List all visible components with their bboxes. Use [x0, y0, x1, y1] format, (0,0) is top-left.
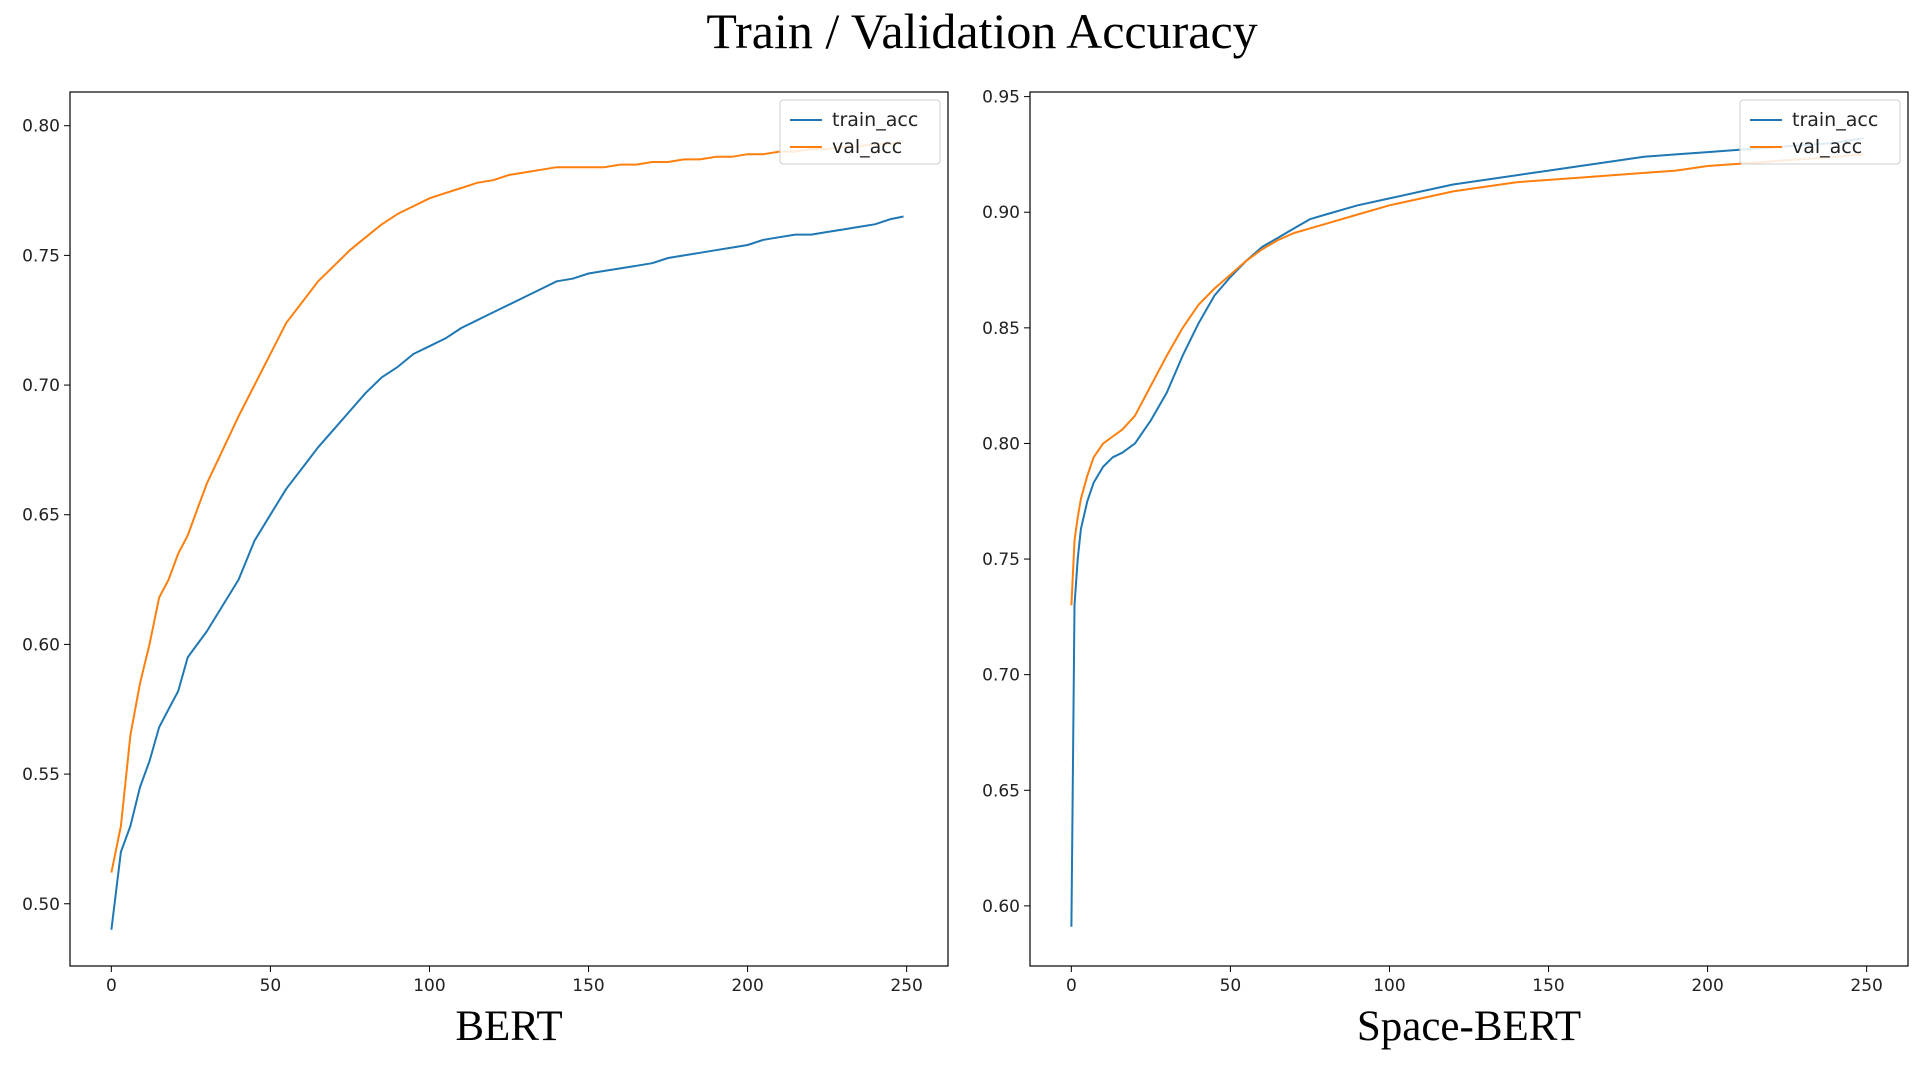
x-tick-label: 150 — [572, 976, 604, 996]
legend-label: val_acc — [1792, 136, 1862, 158]
legend-label: val_acc — [832, 136, 902, 158]
y-tick-label: 0.95 — [982, 88, 1020, 108]
series-line-train-acc — [110, 215, 904, 930]
x-tick-label: 100 — [413, 976, 445, 996]
x-tick-label: 150 — [1532, 976, 1564, 996]
x-tick-label: 250 — [1850, 976, 1882, 996]
y-tick-label: 0.75 — [22, 246, 60, 266]
panel-caption: Space-BERT — [1357, 1003, 1581, 1050]
legend-label: train_acc — [1792, 109, 1878, 131]
x-tick-label: 50 — [1220, 976, 1242, 996]
y-tick-label: 0.70 — [982, 666, 1020, 686]
panel-caption: BERT — [455, 1003, 562, 1050]
axes-frame — [1029, 91, 1909, 967]
y-tick-label: 0.70 — [22, 376, 60, 396]
y-tick-label: 0.50 — [22, 895, 60, 915]
x-tick-label: 250 — [890, 976, 922, 996]
y-tick-label: 0.85 — [982, 319, 1020, 339]
x-tick-label: 100 — [1373, 976, 1405, 996]
y-tick-label: 0.80 — [982, 434, 1020, 454]
axes-frame — [69, 91, 949, 967]
legend: train_acc val_acc — [1739, 99, 1901, 165]
x-tick-label: 0 — [1066, 976, 1077, 996]
y-tick-label: 0.80 — [22, 117, 60, 137]
x-tick-label: 200 — [1691, 976, 1723, 996]
x-tick-label: 200 — [731, 976, 763, 996]
y-tick-label: 0.55 — [22, 765, 60, 785]
series-line-val-acc — [110, 140, 904, 873]
legend-label: train_acc — [832, 109, 918, 131]
y-tick-label: 0.65 — [22, 506, 60, 526]
series-line-val-acc — [1070, 153, 1864, 606]
panel-space-bert: 0 50 100 150 200 250 0.60 0.65 0.70 0.75 0.80 0.85 0… — [982, 88, 1909, 1050]
x-tick-label: 0 — [106, 976, 117, 996]
x-tick-label: 50 — [260, 976, 282, 996]
y-tick-label: 0.60 — [22, 635, 60, 655]
figure-title: Train / Validation Accuracy — [706, 3, 1257, 59]
y-tick-label: 0.75 — [982, 550, 1020, 570]
legend: train_acc val_acc — [779, 99, 941, 165]
y-tick-label: 0.65 — [982, 781, 1020, 801]
y-tick-label: 0.90 — [982, 203, 1020, 223]
y-tick-label: 0.60 — [982, 897, 1020, 917]
series-line-train-acc — [1070, 137, 1864, 927]
panel-bert: 0 50 100 150 200 250 0.50 0.55 0.60 0.65 0.70 0.75 0… — [22, 91, 949, 1050]
